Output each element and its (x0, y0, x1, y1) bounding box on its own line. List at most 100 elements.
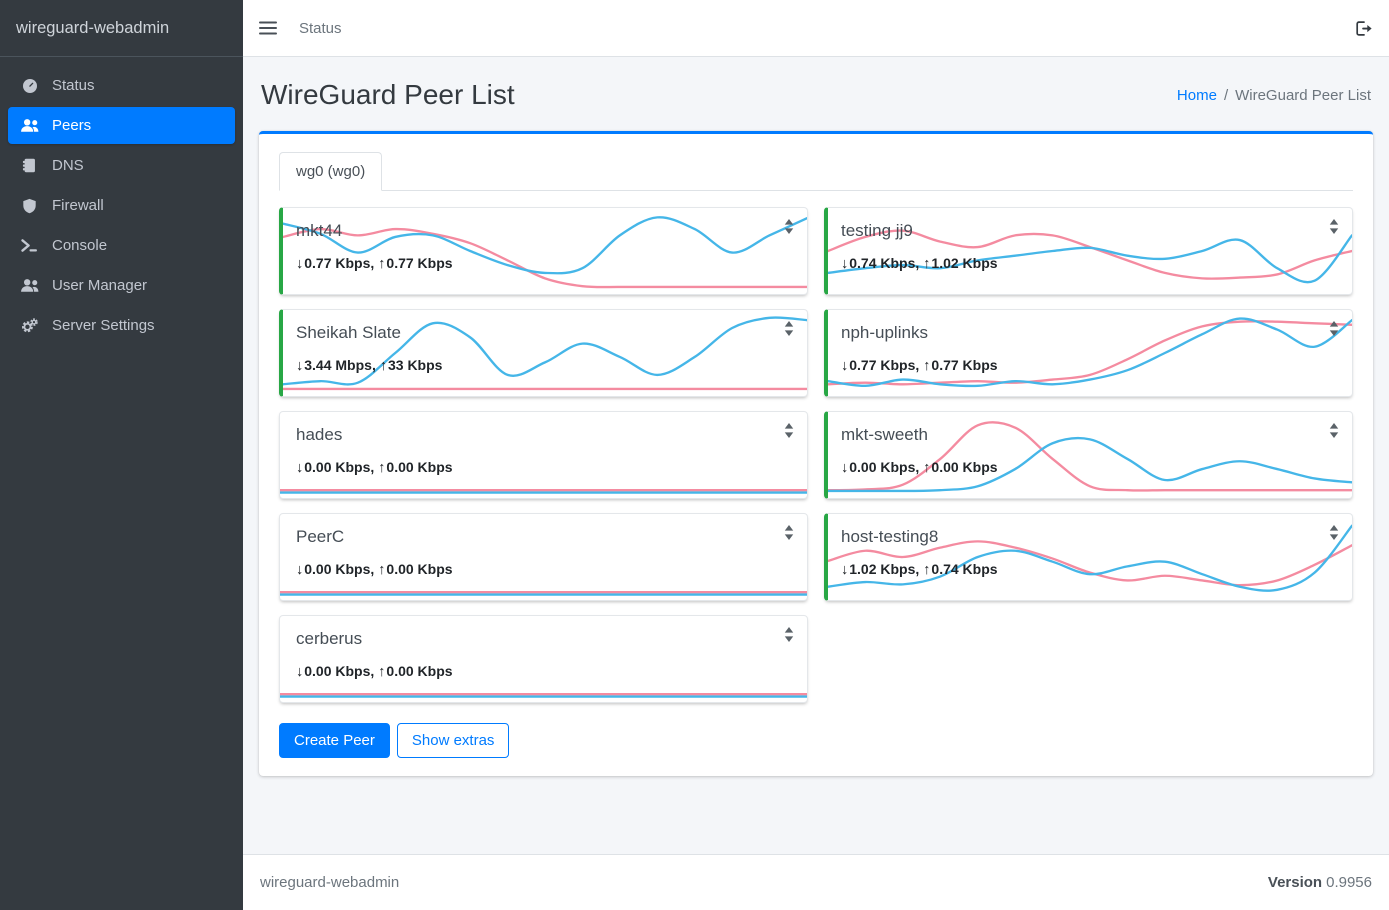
peer-grid: mkt44 ↓0.77 Kbps, ↑0.77 Kbps Sheikah Sla… (279, 207, 1353, 703)
create-peer-button[interactable]: Create Peer (279, 723, 390, 758)
interface-tabs: wg0 (wg0) (279, 152, 1353, 191)
peer-stats: ↓0.00 Kbps, ↑0.00 Kbps (296, 663, 791, 680)
peer-card[interactable]: mkt-sweeth ↓0.00 Kbps, ↑0.00 Kbps (824, 411, 1353, 499)
peer-upload-value: 0.00 Kbps (931, 459, 998, 475)
peer-download-value: 0.00 Kbps (304, 459, 371, 475)
peer-list-card: wg0 (wg0) mkt44 ↓0.77 Kbps, ↑0.77 Kbps S… (259, 131, 1373, 776)
tab-wg0[interactable]: wg0 (wg0) (279, 152, 383, 191)
peer-download-value: 0.00 Kbps (304, 663, 371, 679)
sidebar-item-firewall[interactable]: Firewall (8, 187, 235, 224)
sort-toggle-icon[interactable] (784, 219, 794, 239)
breadcrumb-separator: / (1223, 86, 1229, 104)
sidebar-item-label: Server Settings (52, 317, 155, 334)
peer-stats: ↓0.00 Kbps, ↑0.00 Kbps (296, 561, 791, 578)
show-extras-button[interactable]: Show extras (396, 723, 510, 758)
sidebar-item-label: Status (52, 77, 95, 94)
upload-arrow-icon: ↑ (379, 358, 387, 374)
peer-card[interactable]: PeerC ↓0.00 Kbps, ↑0.00 Kbps (279, 513, 808, 601)
sidebar-item-label: Peers (52, 117, 92, 134)
peer-name: mkt-sweeth (841, 425, 928, 444)
topbar: Status (243, 0, 1389, 57)
hamburger-menu-icon[interactable] (259, 21, 277, 35)
peer-download-value: 3.44 Mbps (304, 357, 372, 373)
page-title: WireGuard Peer List (261, 79, 515, 110)
footer-brand: wireguard-webadmin (260, 874, 400, 891)
peer-download-value: 0.77 Kbps (849, 357, 916, 373)
download-arrow-icon: ↓ (296, 256, 304, 272)
peer-upload-value: 0.00 Kbps (386, 663, 453, 679)
peer-upload-value: 0.74 Kbps (931, 561, 998, 577)
peer-traffic-sparkline (828, 524, 1352, 592)
sidebar-item-dns[interactable]: DNS (8, 147, 235, 184)
peer-stats-separator: , (915, 357, 924, 373)
download-arrow-icon: ↓ (296, 358, 304, 374)
peer-stats-separator: , (370, 459, 379, 475)
brand-link[interactable]: wireguard-webadmin (0, 0, 243, 57)
download-arrow-icon: ↓ (296, 562, 304, 578)
peer-card[interactable]: Sheikah Slate ↓3.44 Mbps, ↑33 Kbps (279, 309, 808, 397)
sort-toggle-icon[interactable] (784, 423, 794, 443)
peer-stats: ↓3.44 Mbps, ↑33 Kbps (296, 357, 791, 374)
peer-traffic-sparkline (280, 693, 807, 698)
topbar-status-link[interactable]: Status (299, 19, 342, 37)
peer-card[interactable]: host-testing8 ↓1.02 Kbps, ↑0.74 Kbps (824, 513, 1353, 601)
peer-stats-separator: , (915, 255, 924, 271)
peer-upload-value: 0.77 Kbps (386, 255, 453, 271)
sort-toggle-icon[interactable] (784, 627, 794, 647)
download-arrow-icon: ↓ (841, 562, 849, 578)
peer-stats: ↓0.00 Kbps, ↑0.00 Kbps (296, 459, 791, 476)
footer-version: Version 0.9956 (1268, 874, 1372, 891)
peer-name: nph-uplinks (841, 323, 928, 342)
content: WireGuard Peer List Home / WireGuard Pee… (243, 57, 1389, 854)
peer-card[interactable]: nph-uplinks ↓0.77 Kbps, ↑0.77 Kbps (824, 309, 1353, 397)
sort-toggle-icon[interactable] (1329, 423, 1339, 443)
sort-toggle-icon[interactable] (1329, 321, 1339, 341)
address-book-icon (18, 158, 41, 173)
peer-download-value: 0.74 Kbps (849, 255, 916, 271)
sidebar-item-server-settings[interactable]: Server Settings (8, 307, 235, 344)
sidebar-item-label: Firewall (52, 197, 104, 214)
peer-card[interactable]: testing jj9 ↓0.74 Kbps, ↑1.02 Kbps (824, 207, 1353, 295)
upload-arrow-icon: ↑ (378, 256, 386, 272)
peer-traffic-sparkline (280, 591, 807, 596)
sidebar-item-peers[interactable]: Peers (8, 107, 235, 144)
sort-toggle-icon[interactable] (784, 321, 794, 341)
sort-toggle-icon[interactable] (1329, 525, 1339, 545)
peer-name: mkt44 (296, 221, 343, 240)
footer: wireguard-webadmin Version 0.9956 (243, 854, 1389, 910)
breadcrumb: Home / WireGuard Peer List (1177, 87, 1371, 104)
sort-toggle-icon[interactable] (784, 525, 794, 545)
sidebar-item-console[interactable]: Console (8, 227, 235, 264)
peer-stats-separator: , (915, 459, 924, 475)
download-arrow-icon: ↓ (841, 358, 849, 374)
users-icon (18, 118, 41, 133)
peer-upload-value: 0.00 Kbps (386, 459, 453, 475)
peer-upload-value: 0.00 Kbps (386, 561, 453, 577)
sort-toggle-icon[interactable] (1329, 219, 1339, 239)
peer-name: hades (296, 425, 343, 444)
peer-card[interactable]: hades ↓0.00 Kbps, ↑0.00 Kbps (279, 411, 808, 499)
upload-arrow-icon: ↑ (923, 358, 931, 374)
shield-icon (18, 198, 41, 214)
peer-card[interactable]: mkt44 ↓0.77 Kbps, ↑0.77 Kbps (279, 207, 808, 295)
footer-version-label: Version (1267, 874, 1323, 891)
breadcrumb-current: WireGuard Peer List (1235, 86, 1371, 104)
sidebar-item-status[interactable]: Status (8, 67, 235, 104)
peer-stats: ↓0.74 Kbps, ↑1.02 Kbps (841, 255, 1336, 272)
logout-icon[interactable] (1356, 20, 1373, 36)
cogs-icon (18, 318, 41, 333)
peer-card[interactable]: cerberus ↓0.00 Kbps, ↑0.00 Kbps (279, 615, 808, 703)
peer-stats-separator: , (370, 663, 379, 679)
upload-arrow-icon: ↑ (923, 460, 931, 476)
peer-traffic-sparkline (280, 489, 807, 494)
tachometer-icon (18, 78, 41, 94)
peer-traffic-sparkline (828, 229, 1352, 284)
breadcrumb-home-link[interactable]: Home (1176, 86, 1217, 104)
upload-arrow-icon: ↑ (378, 460, 386, 476)
terminal-icon (18, 239, 41, 252)
peer-traffic-sparkline (828, 317, 1352, 388)
sidebar-item-user-manager[interactable]: User Manager (8, 267, 235, 304)
peer-stats: ↓0.00 Kbps, ↑0.00 Kbps (841, 459, 1336, 476)
sidebar-item-label: Console (52, 237, 108, 254)
peer-download-value: 0.00 Kbps (849, 459, 916, 475)
